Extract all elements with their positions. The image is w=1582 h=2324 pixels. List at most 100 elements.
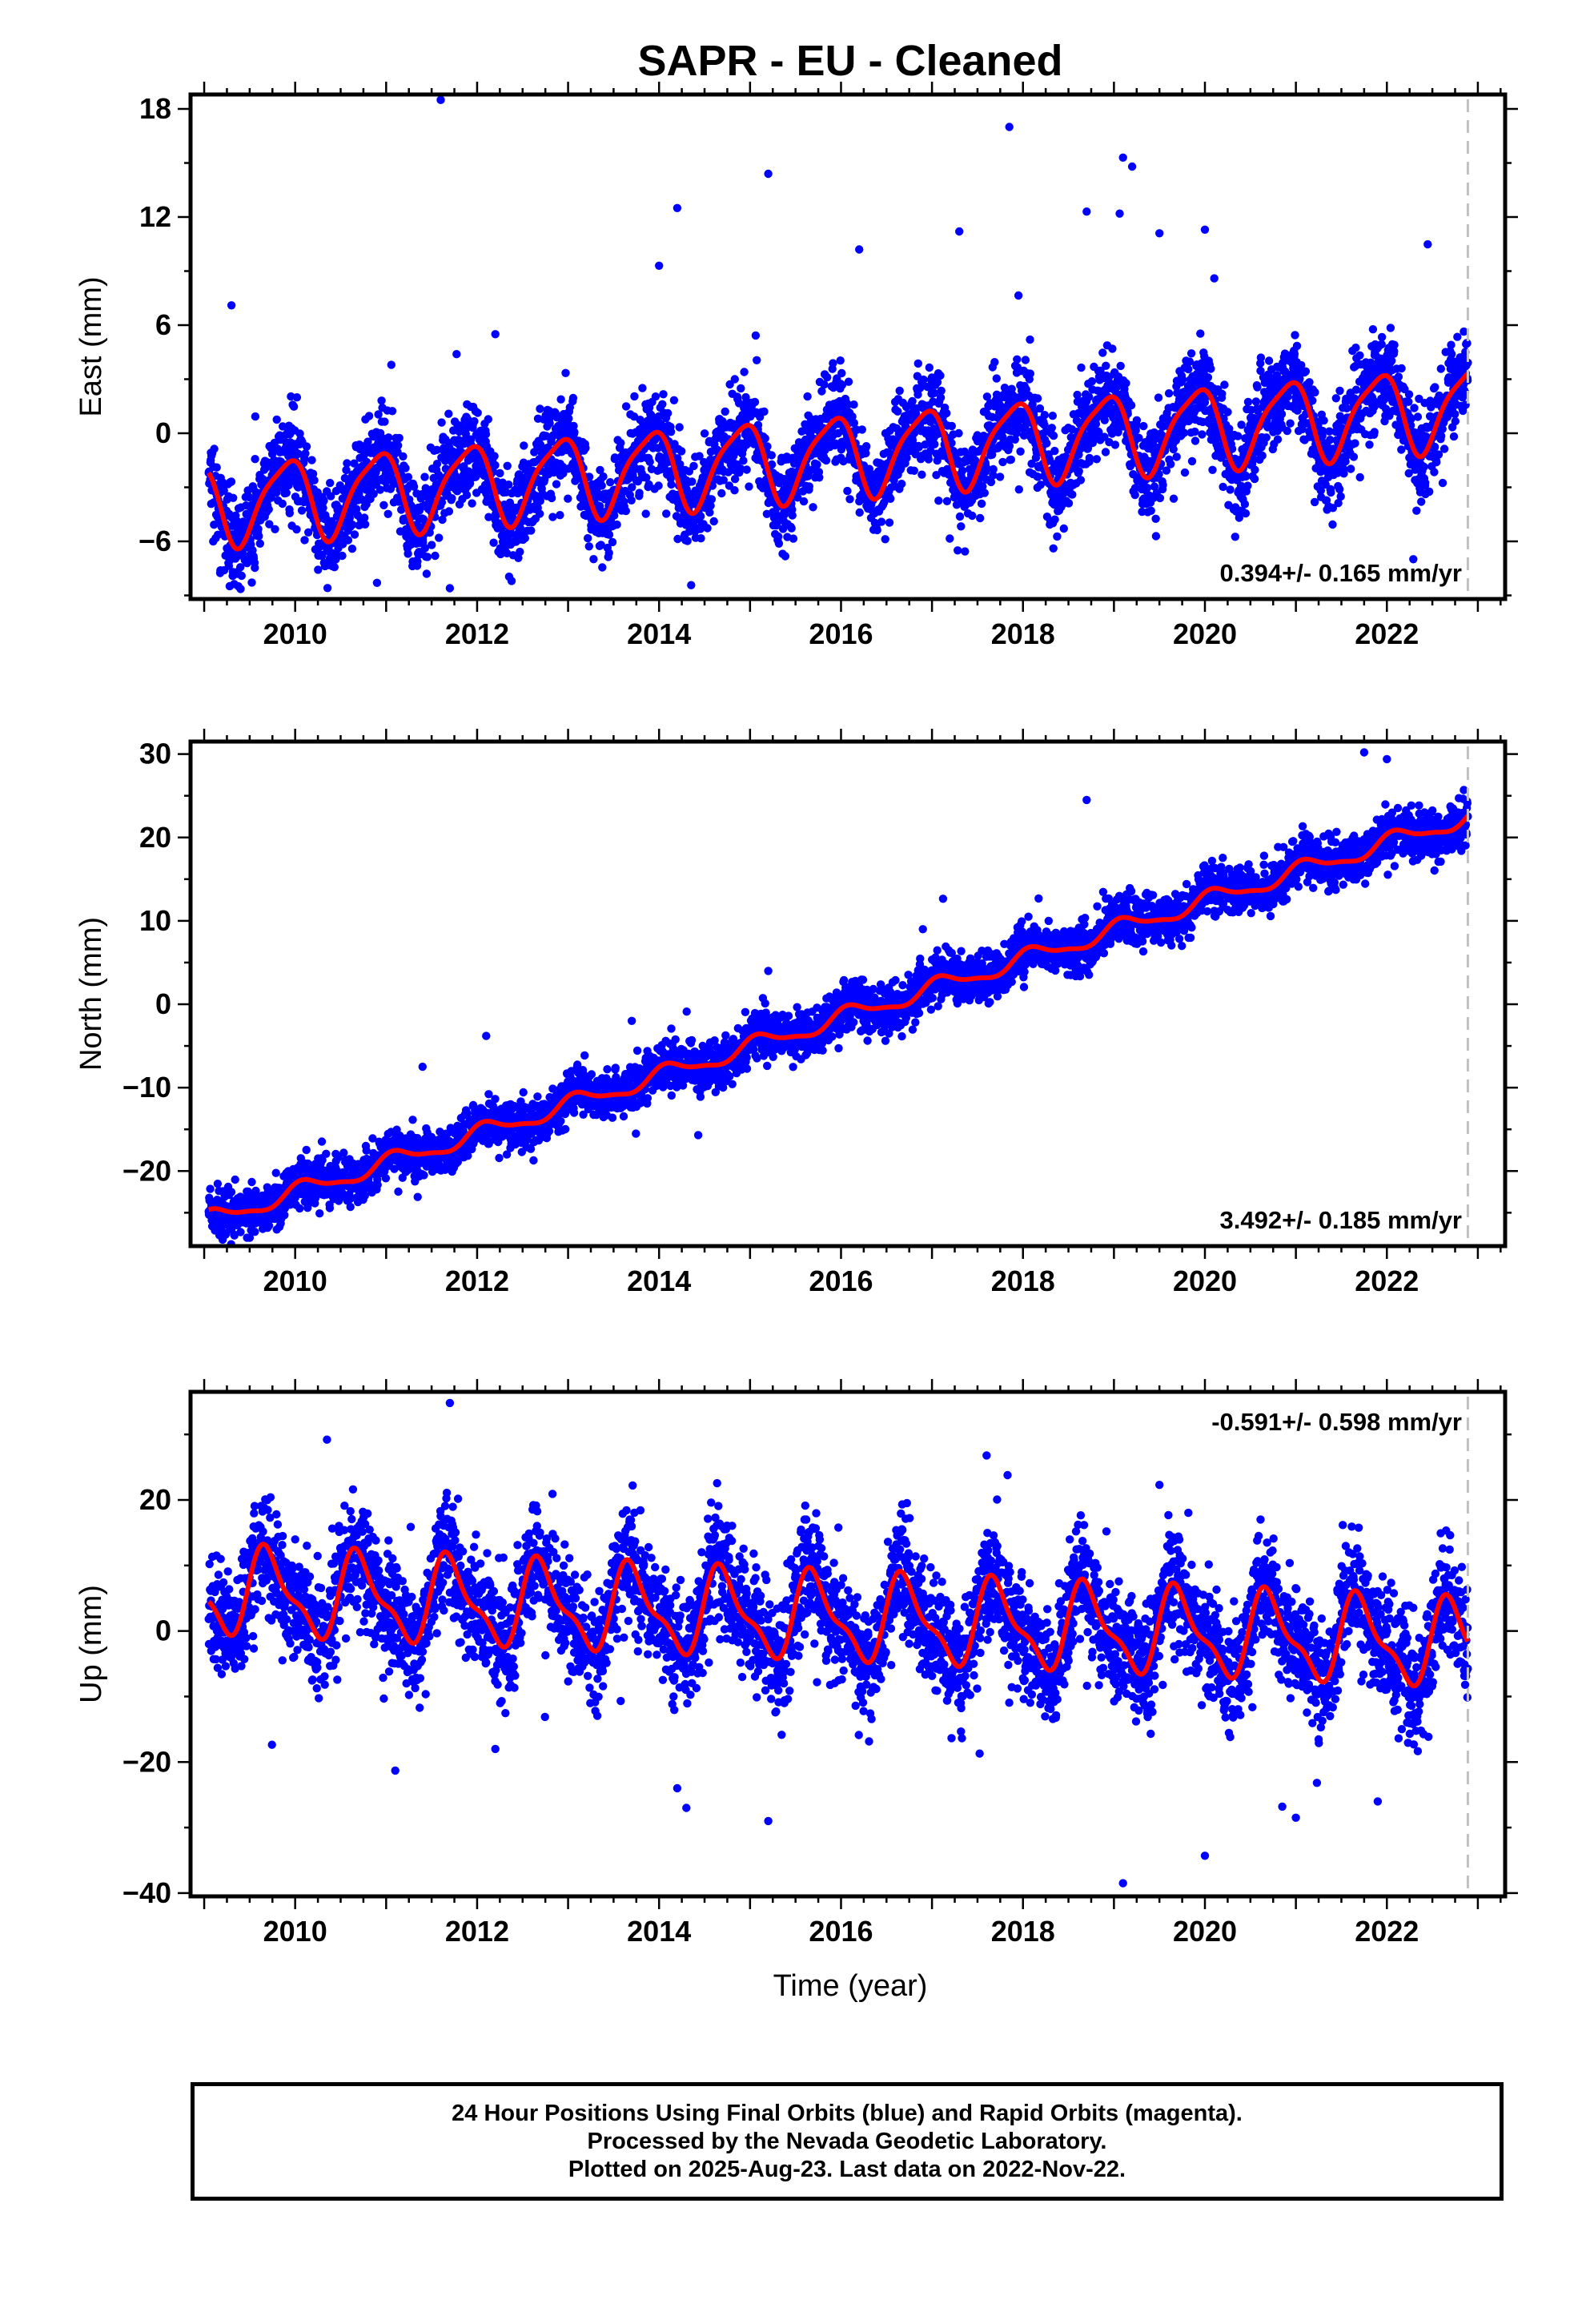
north-point (227, 1188, 236, 1196)
east-point (327, 517, 336, 526)
north-panel: 2010 2012 2014 2016 2018 2020 2022−20−10010203… (74, 729, 1518, 1297)
east-point (902, 453, 911, 462)
east-panel: 2010 2012 2014 2016 2018 2020 2022−6061218East… (74, 82, 1518, 690)
east-x-tick-label: 2012 (445, 617, 509, 650)
east-point (547, 493, 556, 503)
east-point (448, 494, 456, 503)
east-point (1021, 356, 1030, 364)
east-point (1451, 416, 1460, 426)
east-point (1328, 520, 1337, 529)
east-point (682, 485, 691, 494)
east-point (1423, 239, 1432, 249)
east-point (247, 578, 256, 587)
east-point (1102, 361, 1110, 370)
east-point (435, 533, 444, 542)
east-point (465, 479, 475, 488)
east-point (556, 395, 565, 404)
east-point (855, 508, 864, 517)
east-point (1116, 361, 1125, 371)
east-point (568, 393, 578, 403)
east-point (881, 535, 889, 544)
east-point (606, 478, 615, 487)
east-point (813, 460, 821, 469)
east-outlier-point (445, 584, 455, 593)
east-point (1291, 331, 1299, 340)
east-point (642, 473, 651, 482)
east-point (1019, 431, 1029, 440)
east-point (1404, 390, 1414, 399)
east-point (1439, 444, 1449, 453)
east-point (1191, 436, 1200, 445)
east-point (651, 392, 661, 401)
east-point (763, 442, 772, 451)
east-outlier-point (764, 169, 773, 179)
east-point (799, 497, 809, 506)
east-point (683, 537, 692, 545)
east-point (930, 388, 939, 397)
east-point (1250, 474, 1259, 484)
east-point (435, 472, 444, 480)
east-point (742, 465, 751, 474)
east-point (730, 375, 739, 384)
east-point (751, 331, 761, 340)
east-point (897, 480, 906, 489)
east-point (1101, 448, 1110, 456)
north-point (213, 1180, 223, 1188)
east-point (489, 538, 498, 547)
east-point (645, 457, 654, 466)
east-point (463, 415, 472, 424)
east-point (545, 419, 554, 428)
east-point (301, 449, 310, 458)
east-point (422, 569, 432, 578)
east-point (597, 481, 606, 490)
east-point (821, 456, 831, 465)
east-point (688, 477, 697, 486)
east-point (823, 373, 832, 382)
east-point (292, 393, 302, 402)
east-point (224, 612, 232, 620)
east-point (589, 555, 598, 564)
east-point (992, 374, 1002, 383)
east-outlier-point (372, 578, 382, 587)
east-point (837, 380, 847, 389)
east-point (210, 444, 219, 453)
east-point (1064, 499, 1074, 508)
east-point (805, 482, 813, 491)
east-point (240, 682, 248, 690)
east-point (1451, 409, 1460, 419)
east-point (536, 509, 544, 518)
east-point (774, 532, 783, 541)
east-point (1100, 416, 1110, 424)
east-point (740, 368, 749, 376)
east-point (1005, 441, 1014, 451)
east-point (707, 495, 717, 504)
east-point (954, 546, 962, 555)
east-point (584, 472, 594, 481)
east-point (1453, 332, 1462, 341)
east-point (569, 421, 578, 431)
east-point (1425, 487, 1434, 497)
east-y-tick-label: 12 (139, 200, 171, 233)
east-point (1210, 274, 1219, 283)
east-point (314, 565, 323, 574)
east-point (1050, 515, 1059, 524)
east-point (877, 517, 886, 526)
east-point (278, 422, 287, 431)
east-point (1412, 506, 1421, 515)
east-point (1191, 427, 1199, 436)
east-point (930, 440, 939, 448)
east-point (1033, 394, 1042, 403)
east-point (1026, 335, 1034, 344)
east-point (857, 425, 867, 434)
east-point (1351, 344, 1360, 352)
east-point (432, 445, 441, 454)
east-point (1172, 452, 1181, 461)
east-point (584, 533, 592, 543)
east-point (1404, 397, 1413, 406)
east-point (1092, 455, 1102, 464)
east-point (1292, 341, 1302, 351)
east-point (608, 537, 617, 547)
east-point (917, 470, 926, 479)
east-point (1355, 472, 1364, 482)
east-point (1251, 397, 1261, 406)
